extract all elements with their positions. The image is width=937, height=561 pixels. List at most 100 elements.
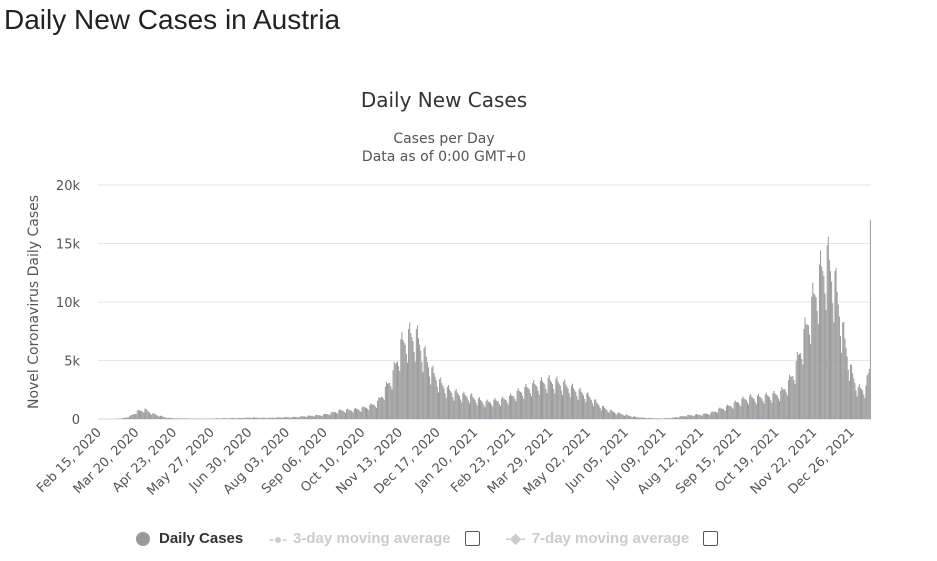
bar[interactable]: [476, 405, 478, 419]
bar[interactable]: [724, 411, 726, 419]
bar[interactable]: [593, 406, 595, 419]
bar[interactable]: [703, 413, 705, 419]
bar[interactable]: [540, 377, 542, 419]
bar[interactable]: [588, 396, 590, 419]
bar[interactable]: [316, 414, 318, 419]
bar[interactable]: [278, 417, 280, 419]
bar[interactable]: [595, 399, 597, 419]
bar[interactable]: [614, 412, 616, 419]
bar[interactable]: [436, 386, 438, 419]
bar[interactable]: [713, 411, 715, 419]
bar[interactable]: [416, 325, 418, 419]
bar[interactable]: [257, 417, 259, 419]
bar[interactable]: [823, 276, 825, 419]
bar[interactable]: [861, 389, 863, 419]
bar[interactable]: [153, 413, 155, 419]
bar[interactable]: [494, 398, 496, 419]
bar[interactable]: [841, 352, 843, 419]
bar[interactable]: [127, 417, 129, 419]
bar[interactable]: [373, 404, 375, 419]
bar[interactable]: [869, 220, 871, 419]
bar[interactable]: [271, 417, 273, 419]
bar[interactable]: [496, 400, 498, 419]
bar[interactable]: [760, 397, 762, 419]
bar[interactable]: [683, 416, 685, 419]
bar[interactable]: [690, 415, 692, 419]
bar[interactable]: [587, 392, 589, 419]
bar[interactable]: [842, 322, 844, 419]
bar[interactable]: [559, 385, 561, 419]
bar[interactable]: [266, 418, 268, 419]
bar[interactable]: [504, 399, 506, 419]
bar[interactable]: [505, 399, 507, 419]
bar[interactable]: [502, 396, 504, 419]
bar[interactable]: [292, 416, 294, 419]
bar[interactable]: [702, 413, 704, 419]
bar[interactable]: [608, 412, 610, 419]
bar[interactable]: [775, 394, 777, 419]
bar[interactable]: [460, 399, 462, 419]
bar[interactable]: [815, 297, 817, 419]
bar[interactable]: [277, 417, 279, 419]
bar[interactable]: [542, 381, 544, 419]
bar[interactable]: [421, 362, 423, 419]
bar[interactable]: [121, 418, 123, 419]
bar[interactable]: [552, 384, 554, 419]
bar[interactable]: [477, 398, 479, 419]
bar[interactable]: [762, 401, 764, 419]
bar[interactable]: [323, 413, 325, 419]
bar[interactable]: [667, 418, 669, 419]
bar[interactable]: [735, 401, 737, 419]
bar[interactable]: [141, 410, 143, 419]
bar[interactable]: [550, 382, 552, 419]
bar[interactable]: [264, 417, 266, 419]
bar[interactable]: [678, 417, 680, 419]
bar[interactable]: [302, 416, 304, 419]
bar[interactable]: [858, 384, 860, 419]
bar[interactable]: [668, 418, 670, 419]
bar[interactable]: [482, 402, 484, 419]
bar[interactable]: [228, 418, 230, 419]
bar[interactable]: [173, 418, 175, 419]
bar[interactable]: [272, 417, 274, 419]
bar[interactable]: [399, 371, 401, 419]
bar[interactable]: [509, 393, 511, 419]
bar[interactable]: [338, 409, 340, 419]
bar[interactable]: [443, 388, 445, 419]
bar[interactable]: [535, 385, 537, 419]
bar[interactable]: [239, 417, 241, 419]
bar[interactable]: [222, 418, 224, 419]
bar[interactable]: [556, 376, 558, 419]
bar[interactable]: [634, 416, 636, 419]
bar[interactable]: [321, 416, 323, 419]
bar[interactable]: [845, 347, 847, 419]
bar[interactable]: [378, 397, 380, 420]
bar[interactable]: [808, 334, 810, 419]
bar[interactable]: [807, 325, 809, 419]
bar[interactable]: [547, 377, 549, 419]
bar[interactable]: [130, 415, 132, 419]
bar[interactable]: [601, 406, 603, 419]
bar[interactable]: [497, 401, 499, 419]
bar[interactable]: [452, 397, 454, 419]
bar[interactable]: [560, 390, 562, 419]
bar[interactable]: [838, 316, 840, 419]
bar[interactable]: [821, 266, 823, 419]
bar[interactable]: [454, 390, 456, 419]
bar[interactable]: [579, 387, 581, 419]
bar[interactable]: [350, 410, 352, 419]
bar[interactable]: [711, 411, 713, 419]
bar[interactable]: [343, 411, 345, 419]
bar[interactable]: [803, 328, 805, 419]
bar[interactable]: [569, 397, 571, 419]
bar[interactable]: [745, 399, 747, 419]
bar[interactable]: [168, 417, 170, 419]
bar[interactable]: [526, 387, 528, 419]
bar[interactable]: [524, 386, 526, 419]
bar[interactable]: [464, 394, 466, 419]
bar[interactable]: [359, 410, 361, 419]
bar[interactable]: [714, 411, 716, 419]
bar[interactable]: [865, 385, 867, 419]
bar[interactable]: [517, 388, 519, 419]
bar[interactable]: [368, 410, 370, 419]
